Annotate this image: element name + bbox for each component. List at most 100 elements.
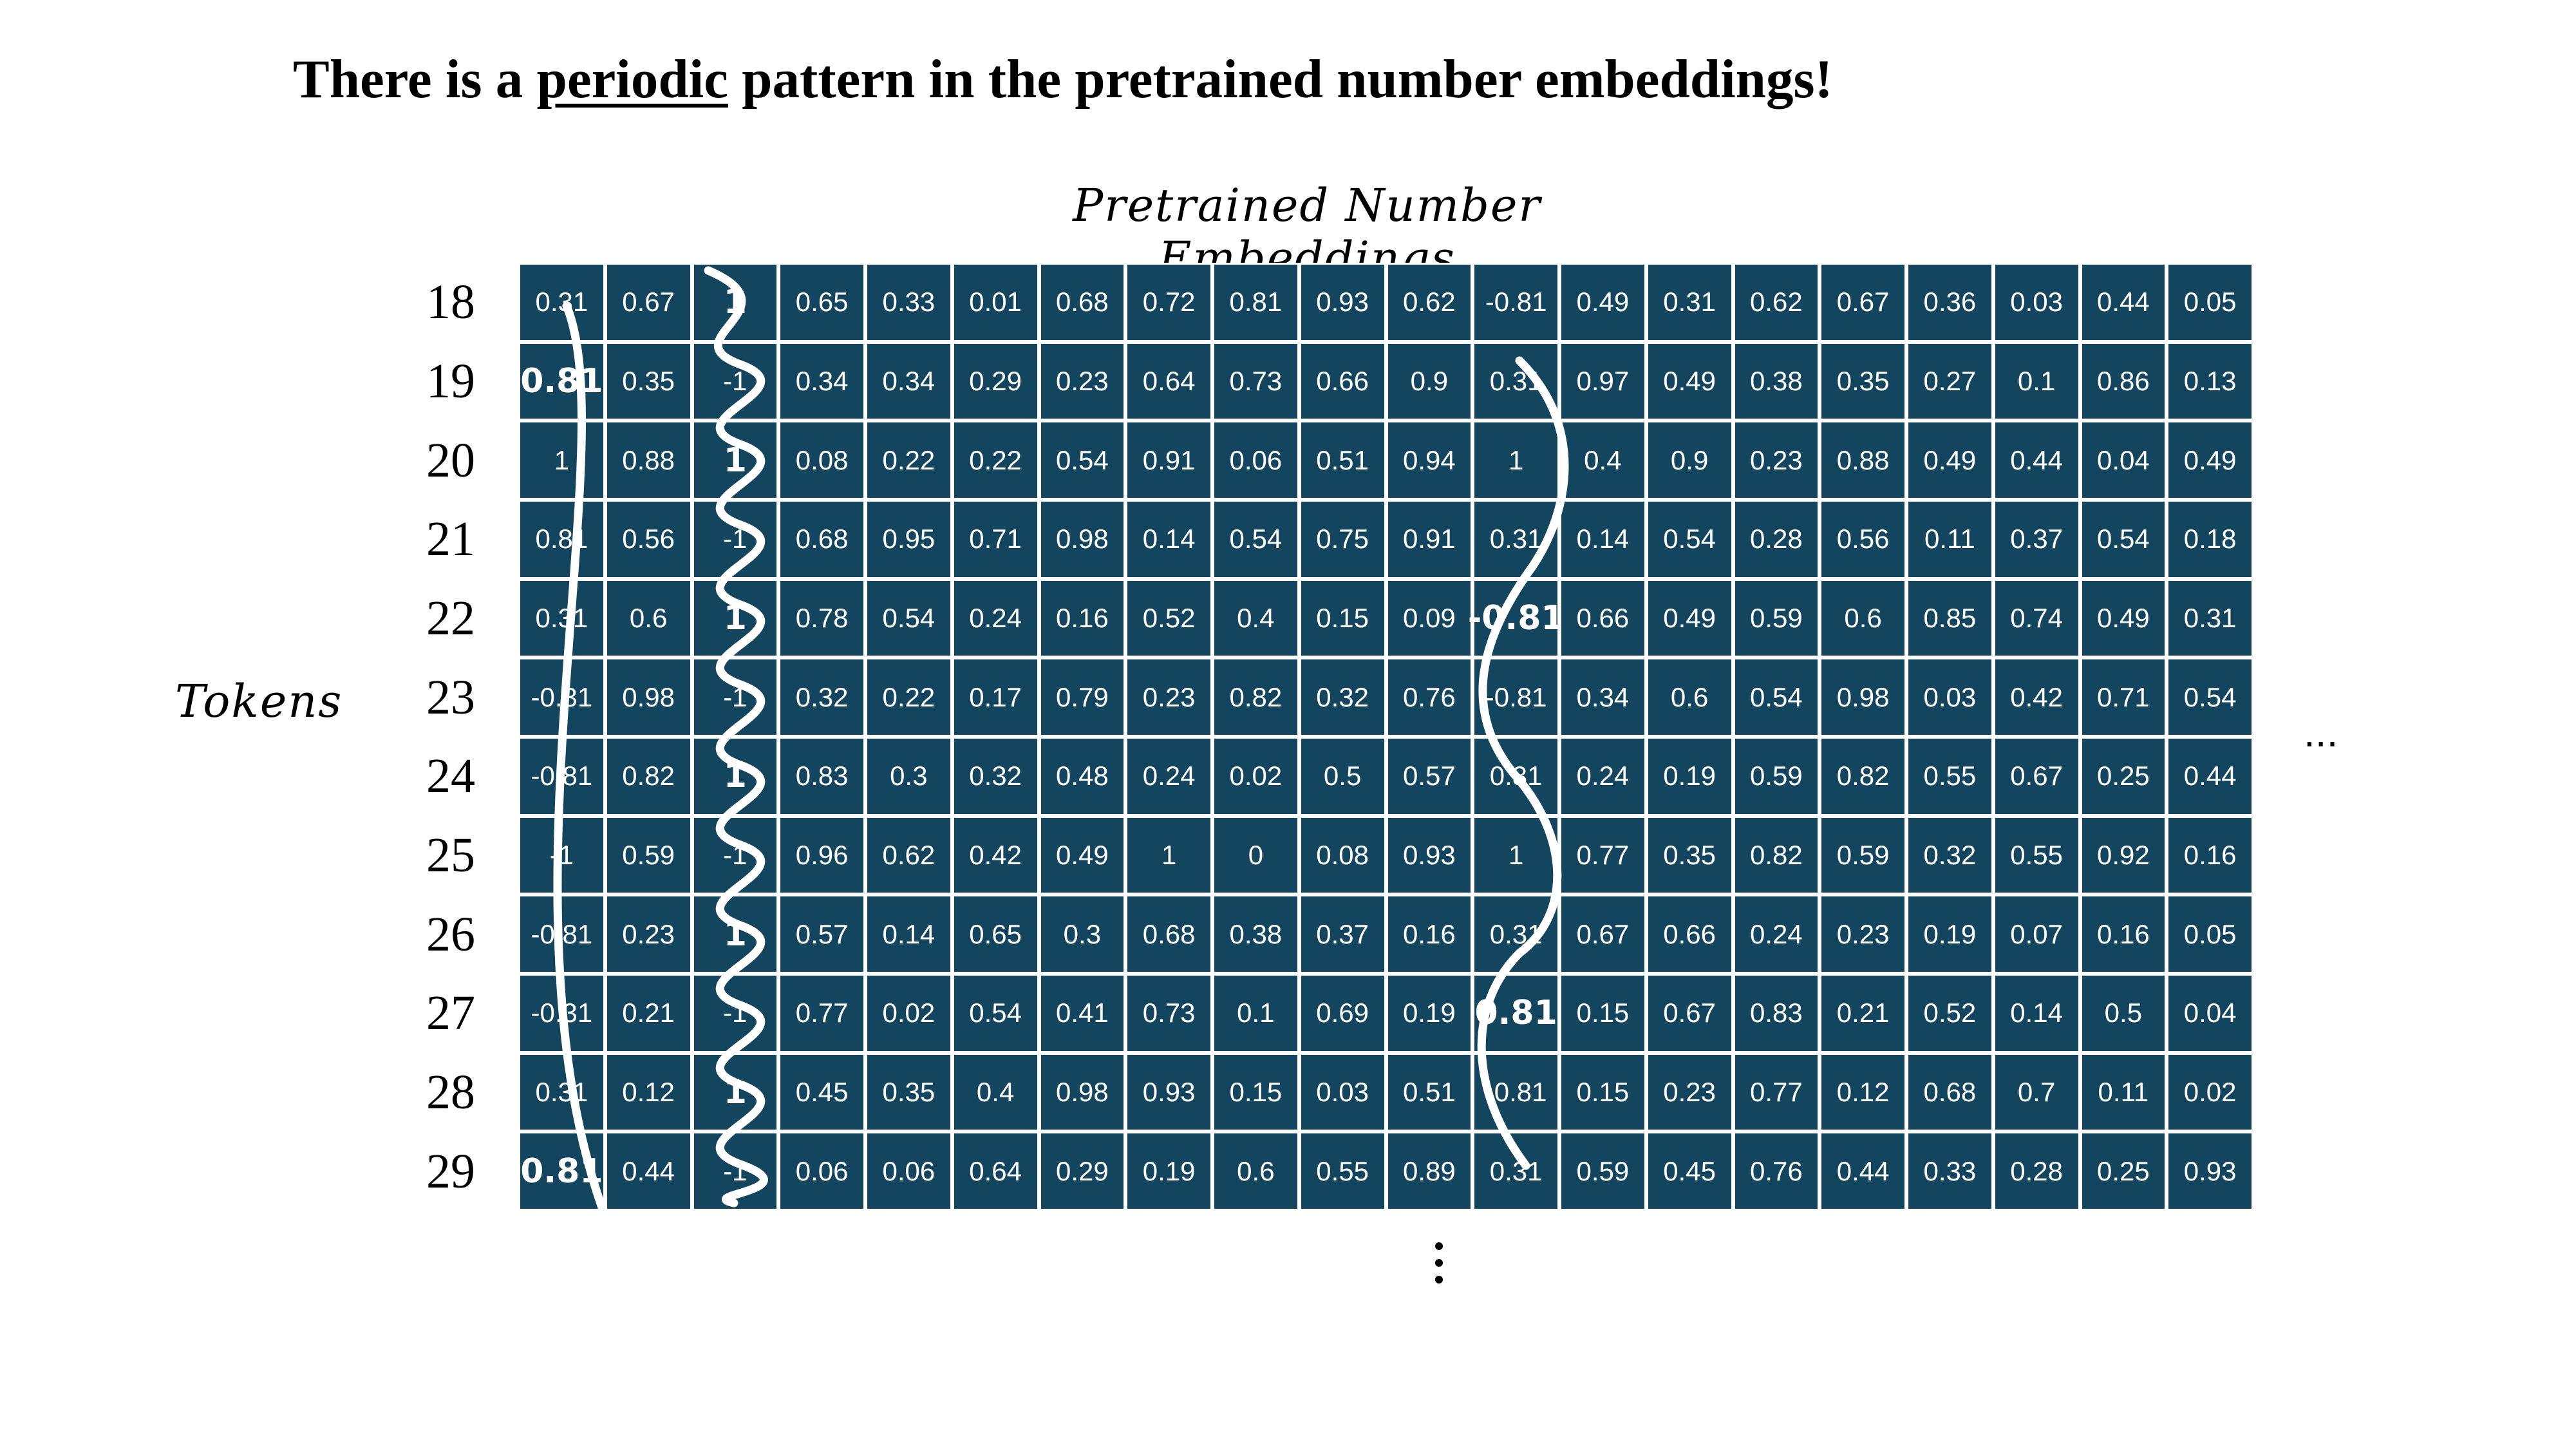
embedding-cell: 0.1 (1993, 341, 2080, 421)
embedding-cell: 0.03 (1906, 658, 1993, 737)
embedding-cell: 0.9 (1646, 421, 1733, 500)
embedding-cell: 0.02 (1212, 737, 1299, 816)
embedding-cell: 0.64 (952, 1132, 1039, 1211)
embedding-cell: 0.31 (2167, 578, 2253, 658)
embedding-cell: 0.28 (1993, 1132, 2080, 1211)
embedding-cell: 0.81 (1212, 263, 1299, 342)
embedding-cell: 0.68 (1125, 895, 1212, 974)
embedding-cell: 0.49 (1906, 421, 1993, 500)
embedding-cell: 0.96 (778, 815, 865, 895)
embedding-cell: 0.59 (605, 815, 692, 895)
embedding-cell: 0.62 (1733, 263, 1820, 342)
embedding-cell: 0.44 (1993, 421, 2080, 500)
token-row-label: 21 (426, 512, 475, 567)
embedding-cell: 0.51 (1386, 1052, 1473, 1132)
embedding-cell: 0.72 (1125, 263, 1212, 342)
embedding-cell: 0.56 (1819, 500, 1906, 579)
embedding-cell: 0.67 (1559, 895, 1646, 974)
embedding-cell: 0.65 (778, 263, 865, 342)
embedding-cell: -1 (691, 815, 779, 895)
embedding-cell: 0.83 (778, 737, 865, 816)
embedding-cell: 0.67 (605, 263, 692, 342)
embedding-cell: 0.29 (952, 341, 1039, 421)
embedding-cell: 0.93 (1299, 263, 1386, 342)
embedding-cell: 0.45 (1646, 1132, 1733, 1211)
embedding-cell: 0.4 (952, 1052, 1039, 1132)
token-row-label: 29 (426, 1144, 475, 1198)
more-columns-ellipsis: ... (2304, 709, 2338, 755)
embedding-cell: 0.24 (1125, 737, 1212, 816)
embedding-cell: 0.25 (2080, 737, 2167, 816)
embedding-cell: -0.81 (1472, 658, 1559, 737)
embedding-cell: 0.25 (2080, 1132, 2167, 1211)
embedding-cell: 0.49 (1559, 263, 1646, 342)
embedding-cell: 0.16 (2167, 815, 2253, 895)
embedding-cell: 0.67 (1646, 974, 1733, 1053)
embedding-cell: 0.97 (1559, 341, 1646, 421)
embedding-cell: 0.85 (1906, 578, 1993, 658)
embedding-cell: 0.3 (865, 737, 952, 816)
embedding-cell: 0.21 (605, 974, 692, 1053)
embedding-cell: 0.81 (518, 500, 605, 579)
embedding-cell: 0.54 (1212, 500, 1299, 579)
embedding-cell: 0.49 (1646, 341, 1733, 421)
embedding-cell: -0.31 (518, 658, 605, 737)
embedding-cell: -0.81 (518, 737, 605, 816)
embedding-cell: 0.01 (952, 263, 1039, 342)
embedding-cell: 0.6 (1646, 658, 1733, 737)
embedding-cell: 0.77 (778, 974, 865, 1053)
embedding-cell: 1 (1472, 421, 1559, 500)
embedding-cell: 0.34 (865, 341, 952, 421)
embedding-cell: 0.83 (1733, 974, 1820, 1053)
embedding-cell: 0.19 (1386, 974, 1473, 1053)
embedding-cell: 0.5 (2080, 974, 2167, 1053)
embedding-cell: 0.54 (865, 578, 952, 658)
token-row-label: 19 (426, 354, 475, 408)
embedding-cell: 0.23 (1733, 421, 1820, 500)
embedding-cell: 0.16 (1386, 895, 1473, 974)
embedding-cell: 0.28 (1733, 500, 1820, 579)
embedding-cell: 0.73 (1212, 341, 1299, 421)
embedding-cell: 1 (1472, 815, 1559, 895)
embedding-cell: 0.59 (1559, 1132, 1646, 1211)
embedding-cell: 0.3 (1039, 895, 1126, 974)
embedding-cell: 0.31 (1646, 263, 1733, 342)
embedding-cell: 1 (691, 578, 779, 658)
embedding-cell: 0.32 (952, 737, 1039, 816)
embedding-cell: 0.54 (2167, 658, 2253, 737)
embedding-cell: 0.49 (2080, 578, 2167, 658)
embedding-cell: 0.24 (952, 578, 1039, 658)
embedding-cell: 0.64 (1125, 341, 1212, 421)
embedding-cell: 1 (1125, 815, 1212, 895)
embedding-cell: -0.81 (518, 895, 605, 974)
embedding-cell: 0.81 (1472, 974, 1559, 1053)
embedding-cell: 0.32 (778, 658, 865, 737)
embedding-cell: 0.4 (1559, 421, 1646, 500)
embedding-cell: 0.5 (1299, 737, 1386, 816)
embedding-cell: 0.34 (778, 341, 865, 421)
embedding-cell: 0.54 (1733, 658, 1820, 737)
token-row-label: 25 (426, 828, 475, 883)
embedding-cell: 0.52 (1125, 578, 1212, 658)
embedding-cell: 0.38 (1733, 341, 1820, 421)
embedding-cell: 0.14 (1559, 500, 1646, 579)
embedding-cell: 0.76 (1733, 1132, 1820, 1211)
embedding-cell: 0.23 (1125, 658, 1212, 737)
embedding-cell: 0.93 (2167, 1132, 2253, 1211)
embedding-cell: 0.54 (2080, 500, 2167, 579)
embedding-cell: 0.14 (865, 895, 952, 974)
embedding-cell: 0.13 (2167, 341, 2253, 421)
token-row-label: 23 (426, 670, 475, 724)
embedding-cell: 1 (691, 737, 779, 816)
embedding-cell: 0.69 (1299, 974, 1386, 1053)
embedding-cell: 0.93 (1125, 1052, 1212, 1132)
embedding-cell: 0.22 (952, 421, 1039, 500)
embedding-cell: 0.38 (1212, 895, 1299, 974)
embedding-cell: 0.04 (2080, 421, 2167, 500)
embedding-cell: -1 (691, 974, 779, 1053)
embedding-cell: 0.34 (1559, 658, 1646, 737)
embedding-cell: 0.05 (2167, 263, 2253, 342)
embedding-cell: 0.49 (2167, 421, 2253, 500)
embedding-cell: 0.11 (2080, 1052, 2167, 1132)
embedding-cell: 0.04 (2167, 974, 2253, 1053)
